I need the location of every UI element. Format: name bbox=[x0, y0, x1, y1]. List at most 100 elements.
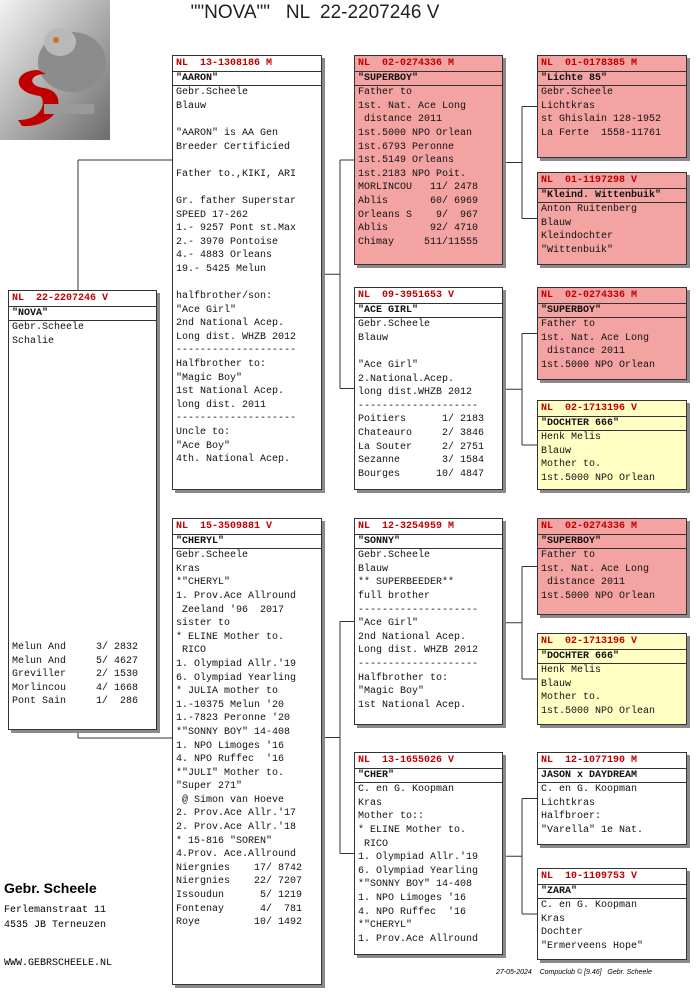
text-line: 1. NPO Limoges '16 bbox=[176, 740, 285, 752]
website: WWW.GEBRSCHEELE.NL bbox=[4, 958, 113, 969]
pigeon-name: "ZARA" bbox=[538, 885, 686, 900]
text-line: Gebr.Scheele bbox=[358, 550, 431, 562]
text-line: "Magic Boy" bbox=[358, 686, 425, 698]
text-line: "Ace Girl" bbox=[176, 304, 237, 316]
text-line: Father to bbox=[541, 319, 596, 331]
text-line: RICO bbox=[176, 645, 207, 657]
text-line: 1. Olympiad Allr.'19 bbox=[176, 658, 297, 670]
text-line: 1st National Acep. bbox=[176, 386, 285, 398]
address: Ferlemanstraat 11 bbox=[4, 905, 107, 916]
ring-number: NL 02-0274336 M bbox=[538, 519, 686, 535]
text-line: Blauw bbox=[541, 678, 572, 690]
text-line: *"CHERYL" bbox=[176, 577, 231, 589]
pigeon-card: NL 01-1197298 V "Kleind. Wittenbuik" Anton… bbox=[537, 172, 687, 265]
text-line: Long dist. WHZB 2012 bbox=[176, 331, 297, 343]
text-line: sister to bbox=[176, 618, 231, 630]
pigeon-card: NL 01-0178385 M "Lichte 85" Gebr.Scheele Li… bbox=[537, 55, 687, 158]
text-line: st Ghislain 128-1952 bbox=[541, 114, 662, 126]
pigeon-name: "SUPERBOY" bbox=[538, 535, 686, 550]
pigeon-card: NL 13-1308186 M "AARON" Gebr.Scheele Blauw "… bbox=[172, 55, 322, 490]
pigeon-name: "SUPERBOY" bbox=[538, 304, 686, 319]
text-line: Mother to. bbox=[541, 692, 602, 704]
pigeon-card: NL 02-1713196 V "DOCHTER 666" Henk Melis Bl… bbox=[537, 400, 687, 490]
result-line: Morlincou 4/ 1668 bbox=[12, 682, 139, 694]
text-block: "AARON" is AA Gen Breeder Certificied bbox=[176, 127, 318, 154]
text-line: halfbrother/son: bbox=[176, 291, 273, 303]
text-line: *"CHERYL" bbox=[358, 920, 413, 932]
text-line: "Ace Boy" bbox=[176, 440, 231, 452]
pigeon-name: "SONNY" bbox=[355, 535, 502, 550]
text-line: Orleans S 9/ 967 bbox=[358, 209, 479, 221]
text-line: "Ermerveens Hope" bbox=[541, 940, 644, 952]
text-block: Father to 1st. Nat. Ace Long distance 201… bbox=[541, 549, 683, 603]
text-line: Long dist. WHZB 2012 bbox=[358, 645, 479, 657]
text-line: "Ace Girl" bbox=[358, 618, 419, 630]
text-line: -------------------- bbox=[358, 400, 479, 412]
text-line: * ELINE Mother to. bbox=[176, 631, 285, 643]
text-line: 1st. Nat. Ace Long bbox=[358, 100, 467, 112]
result-line: Pont Sain 1/ 286 bbox=[12, 696, 139, 708]
address: 4535 JB Terneuzen bbox=[4, 920, 107, 931]
results: Melun And 3/ 2832 Melun And 5/ 4627 Grevil… bbox=[12, 641, 138, 709]
pigeon-name: "SUPERBOY" bbox=[355, 72, 502, 87]
ring-number: NL 15-3509881 V bbox=[173, 519, 321, 535]
text-line: 1.-7823 Peronne '20 bbox=[176, 713, 291, 725]
text-line: 6. Olympiad Yearling bbox=[176, 672, 297, 684]
text-line: 2.National.Acep. bbox=[358, 373, 455, 385]
pigeon-card: NL 13-1655026 V "CHER" C. en G. Koopman Kra… bbox=[354, 752, 503, 955]
text-line: -------------------- bbox=[358, 604, 479, 616]
text-line: Breeder Certificied bbox=[176, 141, 291, 153]
ring-number: NL 22-2207246 V bbox=[9, 291, 156, 307]
text-block: Father to 1st. Nat. Ace Long distance 201… bbox=[541, 318, 683, 372]
text-line: 1st.6793 Peronne bbox=[358, 141, 455, 153]
text-line: Zeeland '96 2017 bbox=[176, 604, 285, 616]
text-line: 6. Olympiad Yearling bbox=[358, 865, 479, 877]
text-line: 4th. National Acep. bbox=[176, 454, 291, 466]
text-line: distance 2011 bbox=[358, 114, 443, 126]
text-line: 4.Prov. Ace.Allround bbox=[176, 849, 297, 861]
text-block: Anton Ruitenberg Blauw Kleindochter "Witten… bbox=[541, 203, 683, 257]
text-line: Gebr.Scheele bbox=[541, 87, 614, 99]
text-line: Gebr.Scheele bbox=[176, 87, 249, 99]
ring-number: NL 02-1713196 V bbox=[538, 634, 686, 650]
text-line: C. en G. Koopman bbox=[541, 784, 638, 796]
text-line: -------------------- bbox=[358, 658, 479, 670]
pigeon-name: "NOVA" bbox=[9, 307, 156, 322]
text-line: 1. Prov.Ace Allround bbox=[176, 590, 297, 602]
pigeon-name: "ACE GIRL" bbox=[355, 304, 502, 319]
pigeon-name: "CHER" bbox=[355, 769, 502, 784]
text-line: distance 2011 bbox=[541, 346, 626, 358]
text-line: -------------------- bbox=[176, 345, 297, 357]
text-line: Lichtkras bbox=[541, 100, 596, 112]
text-line: RICO bbox=[358, 838, 389, 850]
text-line: 4. NPO Ruffec '16 bbox=[358, 906, 467, 918]
ring-number: NL 10-1109753 V bbox=[538, 869, 686, 885]
text-block: Henk Melis Blauw Mother to. 1st.5000 NPO Or… bbox=[541, 664, 683, 718]
ring-number: NL 02-0274336 M bbox=[538, 288, 686, 304]
text-line: Ablis 92/ 4710 bbox=[358, 223, 479, 235]
text-line: 1st.5000 NPO Orlean bbox=[541, 705, 656, 717]
text-line: Father to.,KIKI, ARI bbox=[176, 168, 297, 180]
text-line: Issoudun 5/ 1219 bbox=[176, 890, 303, 902]
pigeon-name: "DOCHTER 666" bbox=[538, 417, 686, 432]
text-line: MORLINCOU 11/ 2478 bbox=[358, 182, 479, 194]
text-line: C. en G. Koopman bbox=[358, 784, 455, 796]
text-line: long dist. 2011 bbox=[176, 399, 267, 411]
text-line: Poitiers 1/ 2183 bbox=[358, 414, 485, 426]
text-line: 1st. Nat. Ace Long bbox=[541, 332, 650, 344]
text-line: 2nd National Acep. bbox=[358, 631, 467, 643]
pigeon-name: JASON x DAYDREAM bbox=[538, 769, 686, 784]
text-line: La Ferte 1558-11761 bbox=[541, 127, 662, 139]
text-line: Kras bbox=[541, 913, 566, 925]
text-block: Henk Melis Blauw Mother to. 1st.5000 NPO Or… bbox=[541, 431, 683, 485]
text-line: 1st.5000 NPO Orlean bbox=[541, 359, 656, 371]
text-line: *"SONNY BOY" 14-408 bbox=[176, 726, 291, 738]
pigeon-card: NL 09-3951653 V "ACE GIRL" Gebr.Scheele Bla… bbox=[354, 287, 503, 490]
ring-number: NL 02-1713196 V bbox=[538, 401, 686, 417]
text-line: 19.- 5425 Melun bbox=[176, 263, 267, 275]
result-line: Greviller 2/ 1530 bbox=[12, 669, 139, 681]
result-line: Melun And 3/ 2832 bbox=[12, 642, 139, 654]
ring-number: NL 01-0178385 M bbox=[538, 56, 686, 72]
text-line: ** SUPERBEEDER** bbox=[358, 577, 455, 589]
text-block: Gebr.Scheele Schalie bbox=[12, 321, 153, 348]
